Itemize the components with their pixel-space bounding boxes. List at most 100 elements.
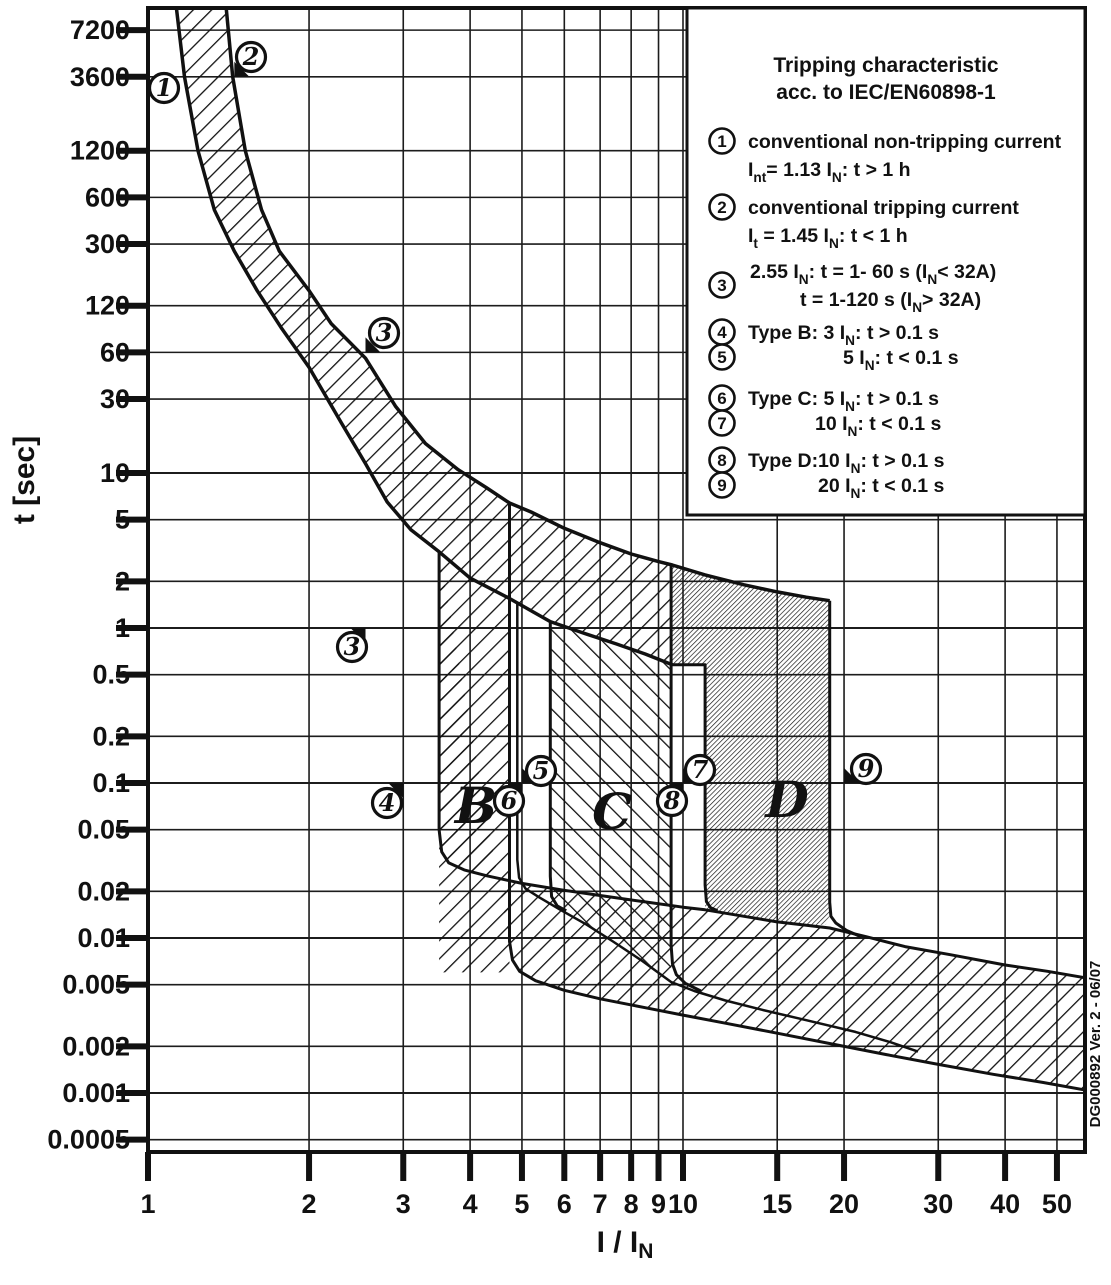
y-tick-label-1: 1 xyxy=(115,613,130,643)
annotation-number: 5 xyxy=(533,756,550,785)
thermal-lower-curve xyxy=(174,8,673,667)
c-right-edge-line xyxy=(669,565,702,993)
legend-item-number: 7 xyxy=(717,414,726,433)
y-tick-label-300: 300 xyxy=(85,229,130,259)
annotation-flag xyxy=(234,61,250,77)
annotation-number: 8 xyxy=(663,786,681,815)
annotation-circle xyxy=(492,784,526,818)
annotation-circle xyxy=(683,753,717,787)
legend-item-number: 8 xyxy=(717,451,726,470)
annotation-circle xyxy=(234,40,268,74)
legend-item-3: 3 2.55 IN: t = 1- 60 s (IN< 32A)t = 1-120… xyxy=(708,261,996,315)
legend-item-text: conventional non-tripping current xyxy=(748,131,1062,153)
y-tick-label-7200: 7200 xyxy=(70,15,130,45)
annotation-8-8: 8 xyxy=(655,783,689,818)
x-tick-label-15: 15 xyxy=(762,1189,792,1219)
y-tick-label-0.0005: 0.0005 xyxy=(47,1125,130,1155)
annotation-4-4: 4 xyxy=(370,783,404,820)
x-tick-label-9: 9 xyxy=(651,1189,666,1219)
c-left-edge-line xyxy=(548,621,567,913)
y-tick-label-600: 600 xyxy=(85,182,130,212)
x-tick-label-3: 3 xyxy=(396,1189,411,1219)
thermal-upper-curve xyxy=(224,8,830,603)
legend-item-text: 10 IN: t < 0.1 s xyxy=(815,413,942,439)
annotation-6-6: 6 xyxy=(492,783,526,818)
annotation-number: 6 xyxy=(501,786,518,815)
annotation-number: 7 xyxy=(692,755,709,784)
x-tick-label-30: 30 xyxy=(923,1189,953,1219)
legend-item-text: conventional tripping current xyxy=(748,197,1019,219)
annotation-1-0: 1 xyxy=(147,71,181,105)
annotation-3-2: 3 xyxy=(365,316,401,353)
legend-item-6: 6 Type C: 5 IN: t > 0.1 s xyxy=(708,384,939,414)
inner-corner-line xyxy=(516,602,919,1053)
thermal-band-fill xyxy=(176,8,673,665)
annotation-number: 2 xyxy=(242,42,260,71)
legend: Tripping characteristic acc. to IEC/EN608… xyxy=(685,6,1087,517)
band-letter-C: C xyxy=(592,782,632,841)
document-number: DG000892 Ver. 2 - 06/07 xyxy=(1087,961,1104,1128)
legend-item-5: 5 5 IN: t < 0.1 s xyxy=(708,343,959,373)
y-tick-label-5: 5 xyxy=(115,505,130,535)
legend-item-number-circle xyxy=(708,193,736,221)
legend-item-text: 20 IN: t < 0.1 s xyxy=(818,475,945,501)
y-tick-label-3600: 3600 xyxy=(70,62,130,92)
legend-item-2: 2 conventional tripping current It = 1.45 … xyxy=(708,193,1019,251)
annotation-flag xyxy=(365,337,381,353)
y-tick-label-0.01: 0.01 xyxy=(77,923,130,953)
x-tick-label-40: 40 xyxy=(990,1189,1020,1219)
legend-item-text: t = 1-120 s (IN> 32A) xyxy=(800,289,981,315)
annotation-7-7: 7 xyxy=(683,753,717,787)
legend-item-number-circle xyxy=(708,271,736,299)
annotation-number: 3 xyxy=(376,318,393,347)
b-left-edge-line xyxy=(437,551,1085,980)
legend-item-number: 6 xyxy=(717,389,726,408)
y-tick-label-0.2: 0.2 xyxy=(92,721,130,751)
annotation-number: 9 xyxy=(858,754,875,783)
x-axis-title: I / IN xyxy=(597,1226,654,1263)
x-tick-label-4: 4 xyxy=(463,1189,478,1219)
legend-item-number: 9 xyxy=(717,476,726,495)
x-tick-label-2: 2 xyxy=(302,1189,317,1219)
axis-tick-labels: 7200360012006003001206030105210.50.20.10… xyxy=(47,15,1072,1219)
legend-item-text: 2.55 IN: t = 1- 60 s (IN< 32A) xyxy=(750,261,996,287)
x-tick-label-8: 8 xyxy=(624,1189,639,1219)
annotation-3-3: 3 xyxy=(335,628,369,664)
legend-item-9: 9 20 IN: t < 0.1 s xyxy=(708,471,945,501)
legend-item-text: Type B: 3 IN: t > 0.1 s xyxy=(748,322,939,348)
axis-ticks xyxy=(116,27,1060,1181)
characteristic-curves xyxy=(174,8,1085,1092)
annotation-circle xyxy=(849,752,883,786)
x-tick-label-5: 5 xyxy=(514,1189,529,1219)
annotation-circle xyxy=(370,786,404,820)
y-tick-label-0.05: 0.05 xyxy=(77,815,130,845)
x-tick-label-10: 10 xyxy=(668,1189,698,1219)
legend-item-text: 5 IN: t < 0.1 s xyxy=(843,347,959,373)
legend-item-number: 1 xyxy=(717,132,726,151)
legend-title-line-1: Tripping characteristic xyxy=(773,54,999,77)
annotation-2-1: 2 xyxy=(234,40,268,77)
x-tick-label-7: 7 xyxy=(593,1189,608,1219)
annotation-circle xyxy=(335,630,369,664)
band-letter-B: B xyxy=(453,776,497,835)
annotation-number: 4 xyxy=(379,788,396,817)
y-tick-label-0.002: 0.002 xyxy=(62,1031,130,1061)
legend-item-number: 5 xyxy=(717,348,726,367)
y-tick-label-10: 10 xyxy=(100,458,130,488)
x-tick-label-20: 20 xyxy=(829,1189,859,1219)
y-tick-label-0.1: 0.1 xyxy=(92,768,130,798)
x-tick-label-50: 50 xyxy=(1042,1189,1072,1219)
annotation-number: 3 xyxy=(344,632,361,661)
y-tick-label-1200: 1200 xyxy=(70,136,130,166)
annotation-9-9: 9 xyxy=(844,752,883,786)
x-tick-label-1: 1 xyxy=(140,1189,155,1219)
legend-item-number: 3 xyxy=(717,276,726,295)
legend-item-number: 4 xyxy=(717,323,727,342)
annotation-circle xyxy=(147,71,181,105)
legend-item-number-circle xyxy=(708,127,736,155)
legend-title-line-2: acc. to IEC/EN60898-1 xyxy=(776,81,996,104)
annotation-5-5: 5 xyxy=(521,754,558,788)
legend-item-text: It = 1.45 IN: t < 1 h xyxy=(748,225,908,251)
y-tick-label-2: 2 xyxy=(115,566,130,596)
legend-item-number-circle xyxy=(708,471,736,499)
